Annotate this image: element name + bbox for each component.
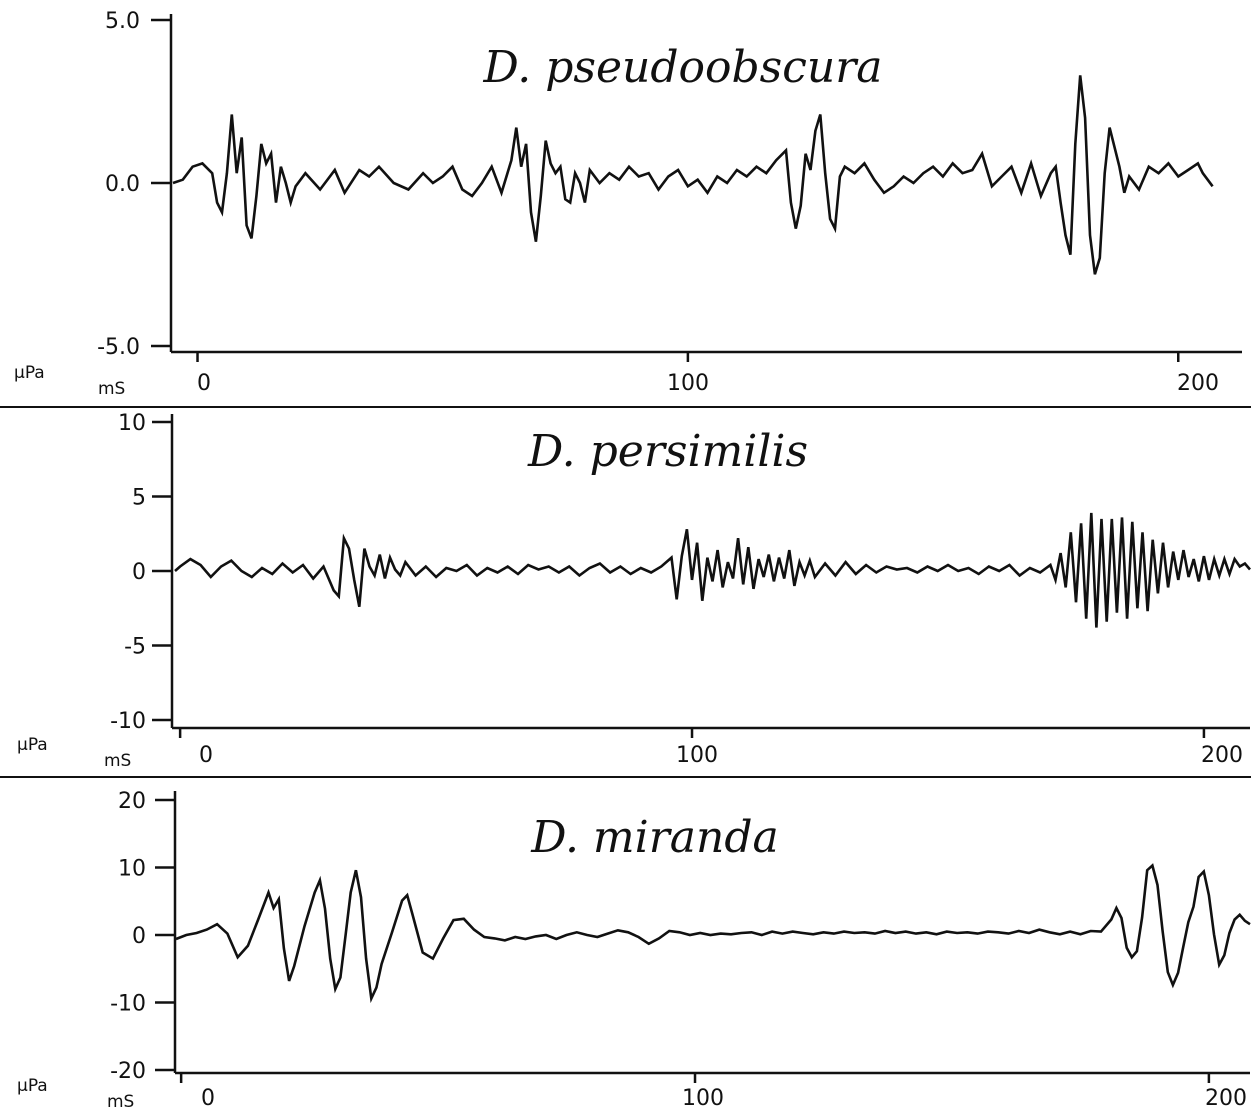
panel-pseudoobscura: D. pseudoobscura μPa mS 5.0 0.0 -5.0 0 100 20… <box>14 9 1242 399</box>
x-unit-label: mS <box>107 1092 134 1110</box>
y-tick-label: 0.0 <box>105 172 140 197</box>
y-tick-label: -10 <box>110 709 146 734</box>
signal-trace-miranda <box>175 863 1251 1004</box>
signal-trace-persimilis <box>174 512 1251 628</box>
x-tick-label: 200 <box>1177 371 1219 396</box>
panel-title: D. miranda <box>530 812 778 863</box>
signal-trace-pseudoobscura <box>172 75 1214 275</box>
y-tick-label: 20 <box>118 789 146 814</box>
y-tick-label: -5 <box>124 635 146 660</box>
y-tick-label: 0 <box>132 924 146 949</box>
x-tick-label: 100 <box>667 371 709 396</box>
y-unit-label: μPa <box>17 735 48 755</box>
x-unit-label: mS <box>104 751 131 771</box>
x-tick-label: 0 <box>199 743 213 768</box>
panel-title: D. pseudoobscura <box>483 42 883 93</box>
panel-persimilis: D. persimilis μPa mS 10 5 0 -5 -10 0 100 200 <box>17 411 1251 771</box>
y-unit-label: μPa <box>14 363 45 383</box>
y-tick-label: -5.0 <box>97 335 140 360</box>
x-tick-label: 100 <box>682 1086 724 1110</box>
y-tick-label: 5 <box>132 486 146 511</box>
y-tick-label: 10 <box>118 411 146 436</box>
x-tick-label: 0 <box>201 1086 215 1110</box>
panel-title: D. persimilis <box>527 426 808 477</box>
y-tick-label: 0 <box>132 560 146 585</box>
x-tick-label: 200 <box>1205 1086 1247 1110</box>
tick-group: 5.0 0.0 -5.0 0 100 200 <box>97 9 1242 396</box>
x-tick-label: 100 <box>676 743 718 768</box>
y-unit-label: μPa <box>17 1076 48 1096</box>
x-unit-label: mS <box>98 379 125 399</box>
y-tick-label: 10 <box>118 857 146 882</box>
x-tick-label: 200 <box>1201 743 1243 768</box>
x-tick-label: 0 <box>197 371 211 396</box>
y-tick-label: 5.0 <box>105 9 140 34</box>
y-tick-label: -20 <box>110 1059 146 1084</box>
tick-group: 10 5 0 -5 -10 0 100 200 <box>110 411 1250 768</box>
y-tick-label: -10 <box>110 992 146 1017</box>
